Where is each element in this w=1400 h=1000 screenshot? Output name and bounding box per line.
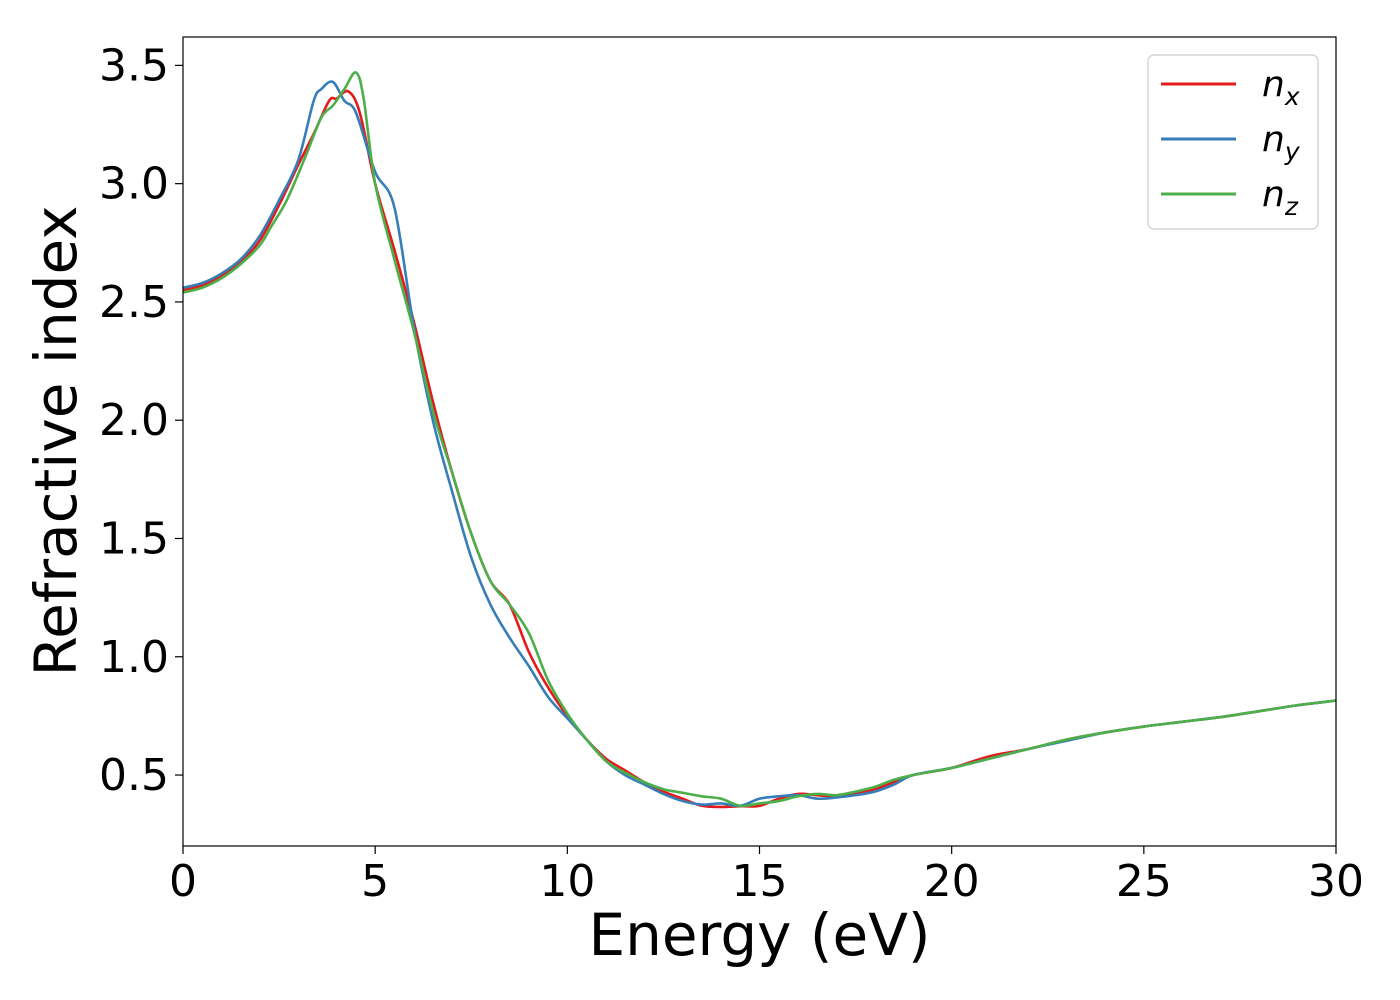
- x-tick-label: 5: [361, 856, 389, 907]
- series-line-x: [182, 89, 1337, 809]
- legend-box: [1147, 54, 1319, 230]
- x-tick-label: 25: [1116, 856, 1172, 907]
- x-tick-label: 20: [924, 856, 980, 907]
- legend-label-z: nz: [1262, 174, 1299, 221]
- series-line-z: [182, 71, 1337, 808]
- x-tick-label: 0: [169, 856, 197, 907]
- x-tick-label: 30: [1308, 856, 1364, 907]
- y-axis-label: Refractive index: [22, 205, 90, 676]
- y-tick-label: 3.5: [99, 40, 169, 91]
- plot-lines: [182, 71, 1337, 809]
- y-tick-label: 2.5: [99, 277, 169, 328]
- legend-label-x: nx: [1262, 64, 1300, 111]
- x-axis: 0 5 10 15 20 25 30: [169, 846, 1364, 907]
- y-tick-label: 1.0: [99, 632, 169, 683]
- legend-label-y: ny: [1262, 119, 1301, 166]
- y-tick-label: 3.0: [99, 159, 169, 210]
- y-axis: 0.5 1.0 1.5 2.0 2.5 3.0 3.5: [99, 40, 183, 801]
- legend: nx ny nz: [1147, 54, 1319, 230]
- y-tick-label: 1.5: [99, 513, 169, 564]
- x-axis-label: Energy (eV): [588, 901, 930, 969]
- y-tick-label: 2.0: [99, 395, 169, 446]
- x-tick-label: 15: [732, 856, 788, 907]
- y-tick-label: 0.5: [99, 750, 169, 801]
- x-tick-label: 10: [539, 856, 595, 907]
